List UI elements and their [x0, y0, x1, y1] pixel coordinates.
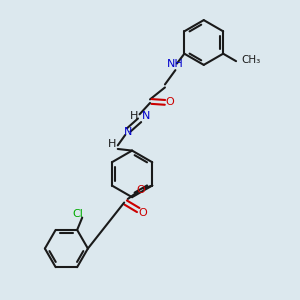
Text: O: O: [138, 208, 147, 218]
Text: Cl: Cl: [73, 209, 83, 219]
Text: N: N: [142, 111, 150, 122]
Text: H: H: [108, 139, 116, 149]
Text: O: O: [166, 98, 174, 107]
Text: N: N: [123, 127, 132, 137]
Text: H: H: [130, 111, 138, 122]
Text: CH₃: CH₃: [242, 55, 261, 65]
Text: NH: NH: [167, 58, 184, 69]
Text: O: O: [137, 185, 146, 195]
